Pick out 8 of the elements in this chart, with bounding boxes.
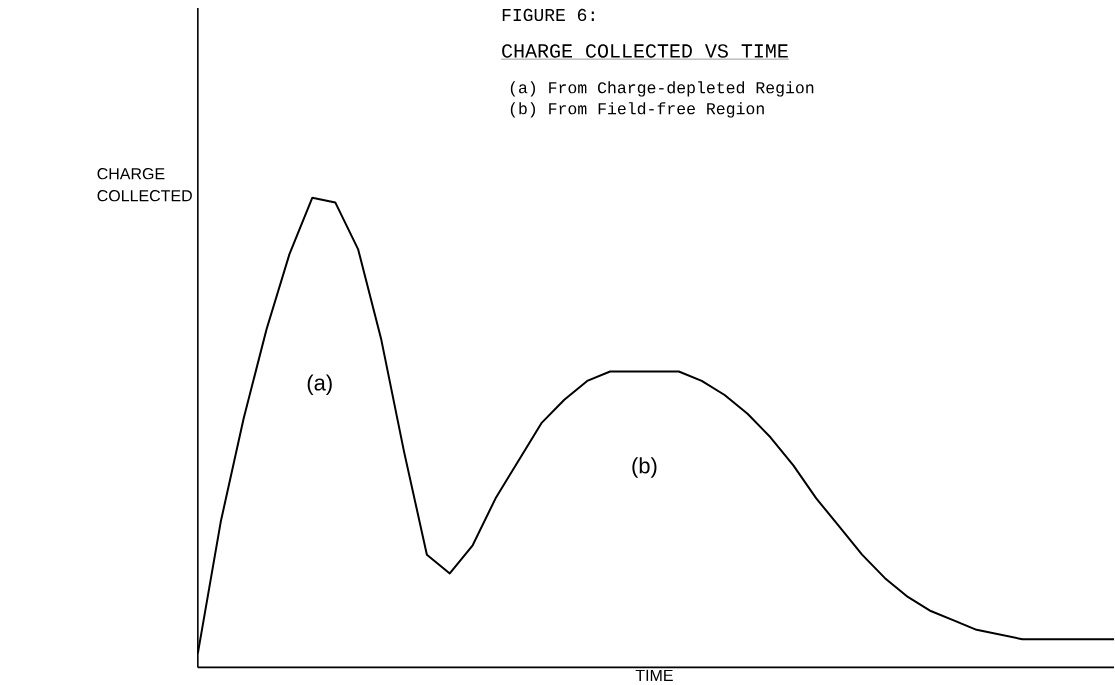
text: (b) From Field-free Region — [510, 102, 764, 118]
y-axis-title: CHARGE COLLECTED — [97, 167, 192, 202]
annotation: (b) — [632, 457, 657, 478]
chart-title: FIGURE 6: — [502, 8, 594, 21]
annotation: (a) — [307, 374, 332, 395]
x-axis-title: TIME — [635, 669, 673, 681]
chart-subtitle: CHARGE COLLECTED VS TIME — [502, 43, 788, 58]
text: (a) From Charge-depleted Region — [510, 81, 814, 97]
